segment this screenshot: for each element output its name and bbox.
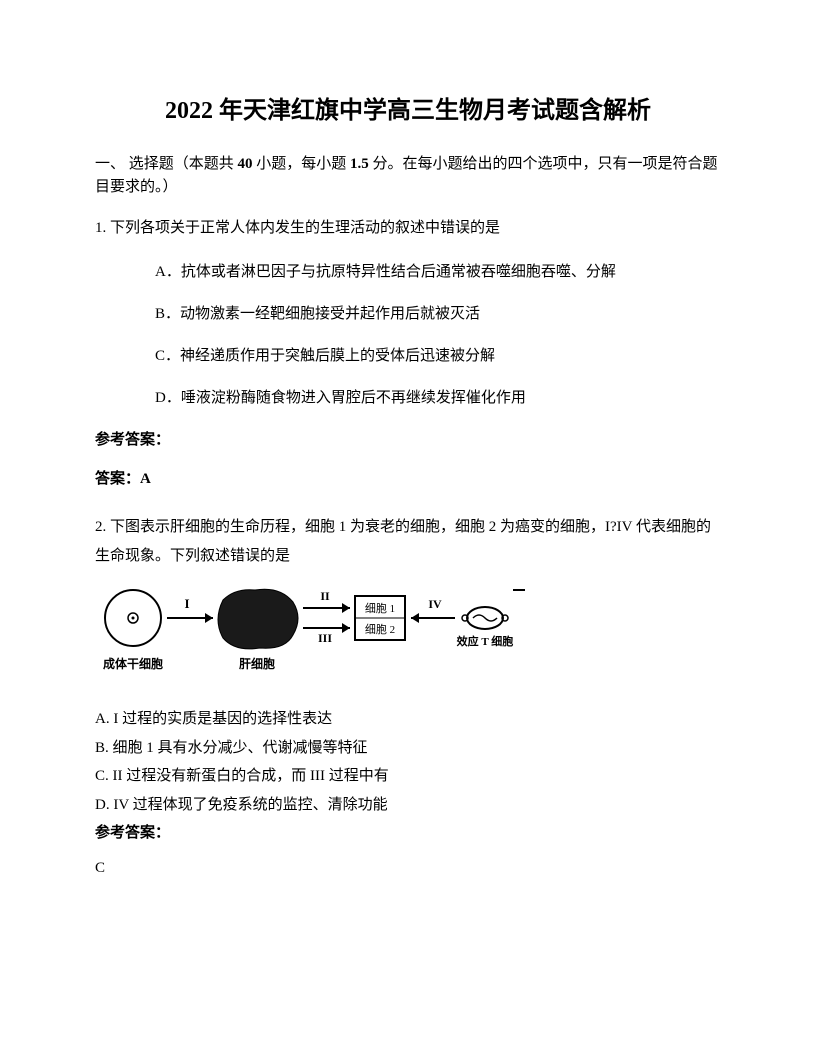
cell-diagram: 成体干细胞 I 肝细胞 II III 细胞 1 细胞 2 IV 效应 T 细胞 [95,580,721,695]
q2-option-a: A. I 过程的实质是基因的选择性表达 [95,705,721,734]
q2-stem: 2. 下图表示肝细胞的生命历程，细胞 1 为衰老的细胞，细胞 2 为癌变的细胞，… [95,513,721,570]
diagram-label-cell2: 细胞 2 [365,623,395,636]
q1-stem: 1. 下列各项关于正常人体内发生的生理活动的叙述中错误的是 [95,216,721,240]
diagram-roman-4: IV [428,597,442,611]
diagram-roman-1: I [184,596,189,611]
q1-option-d: D．唾液淀粉酶随食物进入胃腔后不再继续发挥催化作用 [155,386,721,410]
q1-option-c: C．神经递质作用于突触后膜上的受体后迅速被分解 [155,344,721,368]
section-header: 一、 选择题（本题共 40 小题，每小题 1.5 分。在每小题给出的四个选项中，… [95,153,721,198]
q2-option-d: D. IV 过程体现了免疫系统的监控、清除功能 [95,791,721,820]
q2-ref-answer-label: 参考答案： [95,819,721,848]
diagram-label-tcell: 效应 T 细胞 [457,634,514,648]
exam-title: 2022 年天津红旗中学高三生物月考试题含解析 [95,90,721,125]
diagram-label-cell1: 细胞 1 [365,602,395,615]
section-count: 40 [238,156,253,172]
section-prefix: 一、 选择题（本题共 [95,156,238,172]
q1-option-b: B．动物激素一经靶细胞接受并起作用后就被灭活 [155,302,721,326]
diagram-roman-2: II [320,589,330,603]
section-points: 1.5 [350,156,369,172]
q2-answer: C [95,860,721,877]
q2-option-b: B. 细胞 1 具有水分减少、代谢减慢等特征 [95,734,721,763]
diagram-roman-3: III [318,631,332,645]
q1-option-a: A．抗体或者淋巴因子与抗原特异性结合后通常被吞噬细胞吞噬、分解 [155,260,721,284]
section-mid: 小题，每小题 [253,156,351,172]
q1-ref-answer-label: 参考答案： [95,428,721,449]
diagram-label-liver: 肝细胞 [239,656,275,671]
q2-option-c: C. II 过程没有新蛋白的合成，而 III 过程中有 [95,762,721,791]
diagram-label-stemcell: 成体干细胞 [103,656,163,671]
q1-answer: 答案：A [95,467,721,488]
